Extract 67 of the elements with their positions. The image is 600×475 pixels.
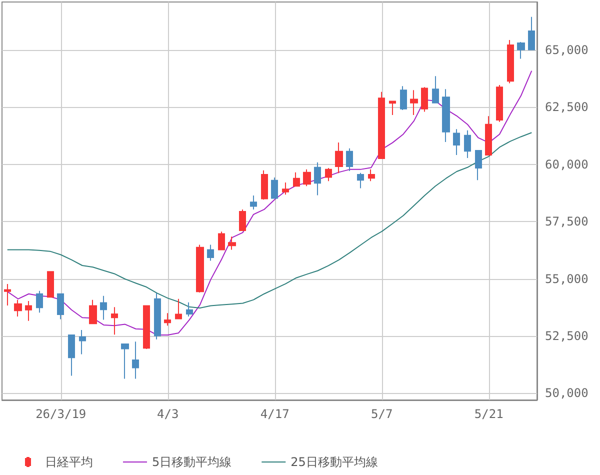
candlestick [250, 195, 257, 210]
x-tick-label: 5/7 [371, 407, 393, 421]
candlestick [218, 231, 225, 250]
candlestick [14, 299, 22, 318]
candlestick [346, 148, 353, 172]
candlestick [175, 298, 182, 320]
candlestick [314, 162, 321, 196]
candlestick [89, 299, 97, 324]
candlestick [496, 84, 503, 122]
candlestick [271, 176, 278, 199]
y-tick-label: 52,500 [545, 328, 588, 343]
legend-label: 日経平均 [45, 455, 93, 469]
candlestick [261, 170, 268, 200]
candlestick [68, 334, 75, 376]
candlestick [432, 76, 439, 104]
x-tick-label: 4/17 [260, 407, 290, 421]
candlestick [143, 305, 150, 350]
candlestick [47, 271, 54, 298]
candlestick [528, 16, 535, 50]
candlestick [303, 168, 311, 187]
candlestick [164, 312, 171, 326]
y-tick-label: 65,000 [545, 43, 588, 58]
candlestick [421, 86, 428, 112]
y-tick-label: 60,000 [545, 157, 588, 172]
candlestick [485, 116, 492, 156]
line-series [6, 70, 532, 336]
candlestick [57, 293, 64, 320]
candlestick [325, 168, 332, 182]
candlestick [464, 130, 471, 158]
y-tick-label: 57,500 [545, 214, 588, 229]
legend-label: 5日移動平均線 [152, 455, 232, 469]
candlestick [79, 330, 86, 355]
candlestick [132, 341, 139, 380]
candlestick [207, 244, 214, 262]
legend-label: 25日移動平均線 [290, 455, 378, 469]
candlestick [121, 343, 129, 380]
x-tick-label: 5/21 [474, 407, 504, 421]
line-series [6, 132, 532, 309]
candlestick [378, 91, 385, 159]
candlestick [410, 90, 418, 116]
candlestick [335, 142, 343, 174]
candlestick [196, 244, 204, 293]
candlestick [100, 295, 107, 320]
candlestick [293, 172, 300, 187]
candlestick [186, 302, 193, 318]
candlestick [239, 208, 246, 232]
candlestick [389, 100, 396, 116]
candlestick [400, 86, 407, 110]
y-tick-label: 50,000 [545, 386, 588, 400]
candlestick [517, 42, 525, 60]
candlestick [368, 168, 375, 182]
candlestick [453, 128, 460, 156]
candlestick [442, 88, 450, 142]
candlestick [228, 236, 236, 250]
y-tick-label: 55,000 [545, 272, 588, 286]
candlestick [25, 300, 32, 322]
candlestick [475, 150, 482, 181]
candlestick [357, 172, 364, 189]
x-tick-label: 4/3 [157, 407, 179, 421]
candlestick [111, 306, 118, 336]
candlestick [36, 290, 43, 314]
y-tick-label: 62,500 [545, 100, 588, 114]
candlestick [282, 182, 289, 196]
x-tick-label: 26/3/19 [36, 407, 86, 421]
candlestick [507, 39, 514, 84]
candlestick [154, 292, 161, 340]
candlestick [4, 284, 11, 306]
